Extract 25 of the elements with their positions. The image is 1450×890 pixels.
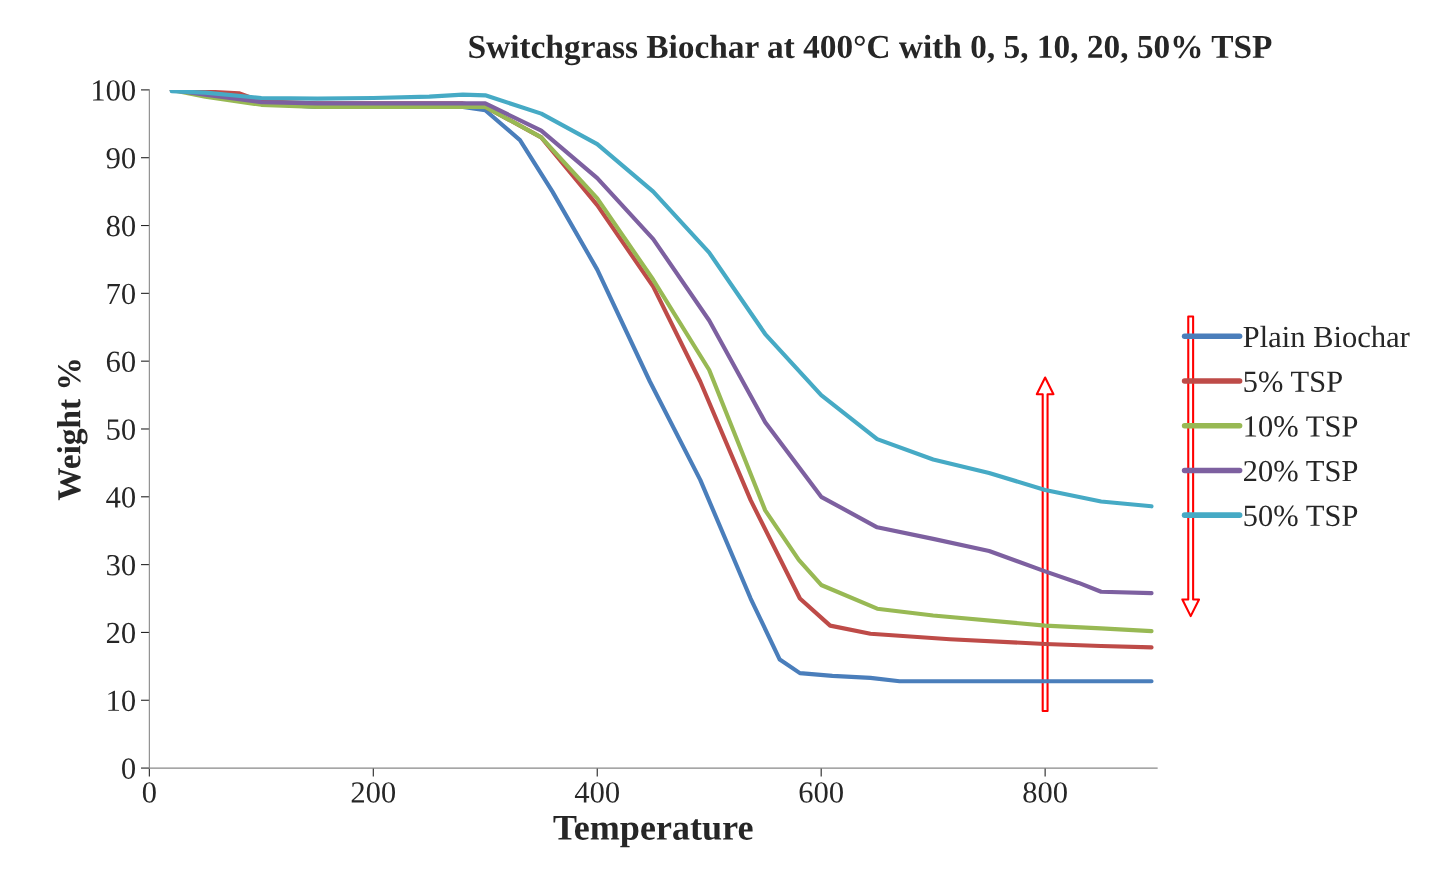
y-tick-label: 70: [107, 283, 135, 305]
x-tick-label: 0: [142, 782, 156, 803]
legend-label: 50% TSP: [1244, 505, 1358, 527]
y-tick-label: 40: [106, 487, 135, 508]
legend-label: 10% TSP: [1245, 416, 1358, 437]
x-axis-title: Temperature: [553, 815, 753, 848]
x-tick-label: 800: [1023, 782, 1067, 803]
x-tick-label: 600: [799, 782, 843, 803]
x-tick-label: 200: [351, 782, 396, 803]
x-tick-label: 400: [574, 782, 619, 803]
y-axis-title: Weight %: [57, 360, 88, 501]
y-tick-label: 90: [106, 147, 135, 169]
y-tick-label: 60: [106, 351, 135, 373]
chart-title: Switchgrass Biochar at 400°C with 0, 5, 10, 20, 50% TSP: [469, 34, 1272, 66]
legend-label: 5% TSP: [1244, 371, 1342, 393]
y-tick-label: 0: [122, 758, 135, 779]
line-series: [169, 89, 1154, 509]
legend-label: Plain Biochar: [1243, 325, 1410, 348]
y-tick-label: 10: [108, 690, 135, 712]
legend-label: 20% TSP: [1244, 460, 1358, 482]
y-tick-label: 30: [107, 554, 135, 576]
y-tick-label: 100: [93, 80, 135, 101]
y-tick-label: 80: [106, 215, 135, 237]
y-tick-label: 50: [107, 419, 135, 440]
y-tick-label: 20: [106, 622, 135, 644]
